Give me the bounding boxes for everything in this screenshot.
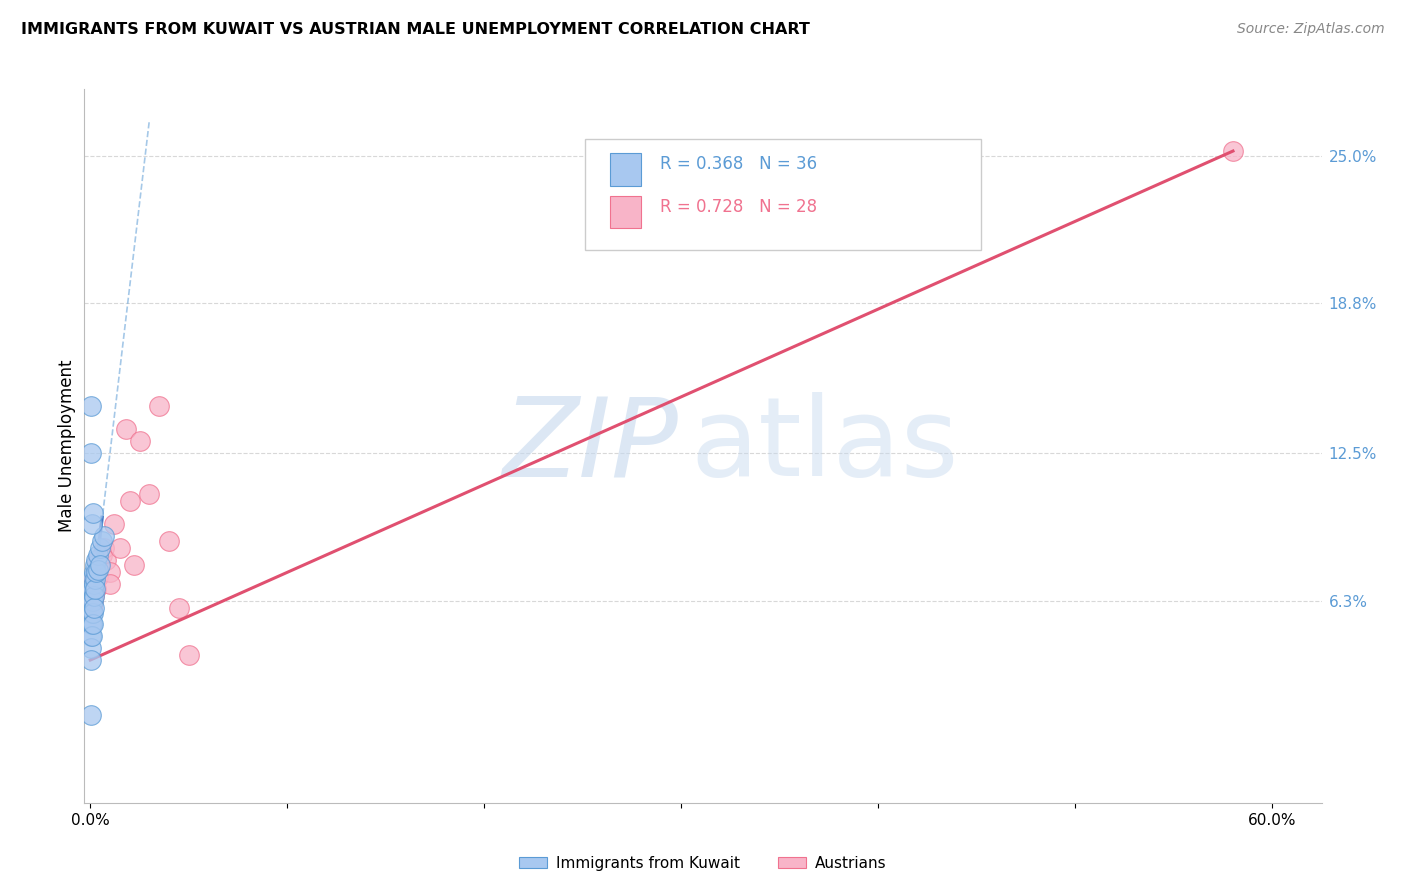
- Point: [82, 506, 104, 520]
- Point: [167, 600, 190, 615]
- Point: [83, 600, 105, 615]
- Point: [89, 558, 111, 572]
- Point: [118, 493, 141, 508]
- Point: [82, 606, 104, 620]
- Text: Source: ZipAtlas.com: Source: ZipAtlas.com: [1237, 22, 1385, 37]
- Point: [94, 553, 117, 567]
- FancyBboxPatch shape: [610, 196, 641, 228]
- Legend: Immigrants from Kuwait, Austrians: Immigrants from Kuwait, Austrians: [513, 850, 893, 877]
- Point: [87, 563, 110, 577]
- Point: [82, 582, 104, 596]
- Point: [84, 582, 107, 596]
- Point: [80, 629, 103, 643]
- Text: R = 0.368   N = 36: R = 0.368 N = 36: [659, 155, 817, 173]
- Point: [82, 582, 104, 596]
- Point: [87, 570, 110, 584]
- Point: [80, 653, 103, 667]
- Point: [80, 606, 103, 620]
- Point: [177, 648, 200, 663]
- Text: atlas: atlas: [690, 392, 959, 500]
- Point: [84, 572, 107, 586]
- Point: [83, 577, 105, 591]
- Point: [98, 565, 121, 579]
- Point: [82, 570, 104, 584]
- Point: [80, 617, 103, 632]
- Point: [114, 422, 136, 436]
- Point: [82, 617, 104, 632]
- Point: [138, 486, 160, 500]
- FancyBboxPatch shape: [585, 139, 981, 250]
- Point: [80, 629, 103, 643]
- Text: IMMIGRANTS FROM KUWAIT VS AUSTRIAN MALE UNEMPLOYMENT CORRELATION CHART: IMMIGRANTS FROM KUWAIT VS AUSTRIAN MALE …: [21, 22, 810, 37]
- Point: [80, 593, 103, 607]
- Point: [91, 534, 114, 549]
- Point: [80, 582, 103, 596]
- Point: [157, 534, 180, 549]
- Point: [84, 558, 107, 572]
- Point: [80, 606, 103, 620]
- Point: [87, 553, 110, 567]
- Point: [84, 553, 107, 567]
- Point: [89, 541, 111, 556]
- Point: [80, 593, 103, 607]
- Point: [80, 399, 103, 413]
- Point: [108, 541, 131, 556]
- Point: [84, 565, 107, 579]
- Point: [98, 577, 121, 591]
- Point: [128, 434, 150, 449]
- Text: R = 0.728   N = 28: R = 0.728 N = 28: [659, 198, 817, 216]
- Point: [80, 600, 103, 615]
- Point: [83, 589, 105, 603]
- Point: [82, 593, 104, 607]
- Point: [80, 641, 103, 656]
- Point: [80, 707, 103, 722]
- Point: [84, 565, 107, 579]
- Point: [122, 558, 145, 572]
- Point: [91, 549, 114, 563]
- Point: [80, 446, 103, 460]
- Point: [80, 593, 103, 607]
- Text: ZIP: ZIP: [502, 392, 678, 500]
- Point: [89, 558, 111, 572]
- Point: [87, 549, 110, 563]
- Point: [103, 517, 125, 532]
- Point: [93, 541, 115, 556]
- Point: [148, 399, 170, 413]
- Point: [83, 589, 105, 603]
- Point: [80, 517, 103, 532]
- Point: [83, 565, 105, 579]
- Point: [80, 617, 103, 632]
- Point: [82, 593, 104, 607]
- Point: [1222, 144, 1244, 158]
- Point: [93, 529, 115, 543]
- Point: [84, 582, 107, 596]
- FancyBboxPatch shape: [610, 153, 641, 186]
- Y-axis label: Male Unemployment: Male Unemployment: [58, 359, 76, 533]
- Point: [83, 572, 105, 586]
